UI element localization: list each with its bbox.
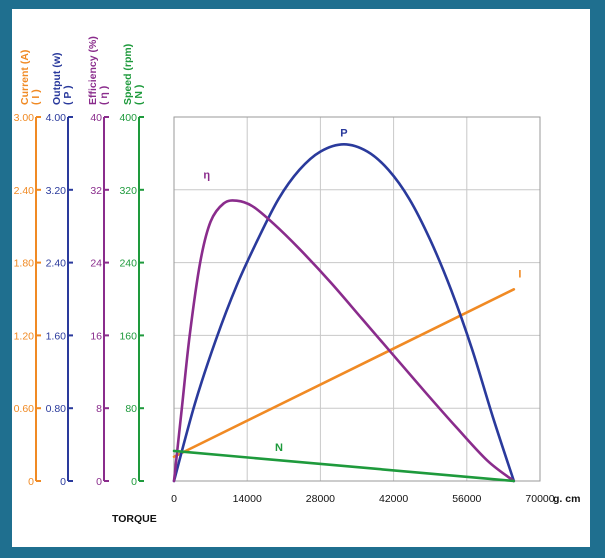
speed-tick-label: 0 xyxy=(131,476,137,488)
efficiency-axis-title: Efficiency (%) xyxy=(87,36,99,105)
speed-tick-label: 320 xyxy=(119,185,137,197)
series-label-efficiency: η xyxy=(203,170,210,182)
series-line-speed xyxy=(172,449,516,483)
x-tick-label: 56000 xyxy=(452,493,481,505)
chart-panel: 0 0.60 1.20 1.80 2.40 3.00 Current (A)( I ) 0 0.… xyxy=(12,9,590,547)
efficiency-tick-label: 8 xyxy=(96,403,102,415)
efficiency-tick-label: 40 xyxy=(90,112,102,124)
x-tick-label: 28000 xyxy=(306,493,335,505)
x-tick-label: 70000 xyxy=(525,493,554,505)
efficiency-tick-label: 16 xyxy=(90,330,102,342)
speed-tick-label: 80 xyxy=(125,403,137,415)
current-tick-label: 1.20 xyxy=(14,330,35,342)
efficiency-tick-label: 32 xyxy=(90,185,102,197)
current-axis-symbol: ( I ) xyxy=(30,89,42,105)
x-tick-label: 0 xyxy=(171,493,177,505)
output-tick-label: 2.40 xyxy=(46,258,67,270)
x-axis-title: TORQUE xyxy=(112,513,157,525)
output-tick-label: 4.00 xyxy=(46,112,67,124)
speed-axis-symbol: ( N ) xyxy=(133,85,145,105)
series-line-efficiency xyxy=(172,199,516,483)
series-label-speed: N xyxy=(275,442,283,454)
efficiency-tick-label: 24 xyxy=(90,258,102,270)
output-axis-symbol: ( P ) xyxy=(62,85,74,105)
x-tick-label: 14000 xyxy=(233,493,262,505)
x-axis-unit: g. cm xyxy=(553,493,580,505)
current-axis-title: Current (A) xyxy=(19,50,31,105)
speed-tick-label: 400 xyxy=(119,112,137,124)
current-tick-label: 2.40 xyxy=(14,185,35,197)
speed-tick-label: 240 xyxy=(119,258,137,270)
speed-tick-label: 160 xyxy=(119,330,137,342)
output-tick-label: 1.60 xyxy=(46,330,67,342)
current-tick-label: 0 xyxy=(28,476,34,488)
series-line-output xyxy=(172,143,516,483)
efficiency-axis-symbol: ( η ) xyxy=(98,86,110,105)
output-tick-label: 0.80 xyxy=(46,403,67,415)
output-axis-title: Output (w) xyxy=(51,53,63,105)
motor-performance-chart: 0 0.60 1.20 1.80 2.40 3.00 Current (A)( I ) 0 0.… xyxy=(14,36,581,525)
current-tick-label: 1.80 xyxy=(14,258,35,270)
x-tick-label: 42000 xyxy=(379,493,408,505)
plot-border xyxy=(173,116,541,482)
current-tick-label: 3.00 xyxy=(14,112,35,124)
speed-axis-title: Speed (rpm) xyxy=(122,44,134,105)
series-label-output: P xyxy=(340,127,347,139)
efficiency-tick-label: 0 xyxy=(96,476,102,488)
series-line-current xyxy=(172,287,516,459)
output-tick-label: 3.20 xyxy=(46,185,67,197)
current-tick-label: 0.60 xyxy=(14,403,35,415)
output-tick-label: 0 xyxy=(60,476,66,488)
series-label-current: I xyxy=(518,268,521,280)
